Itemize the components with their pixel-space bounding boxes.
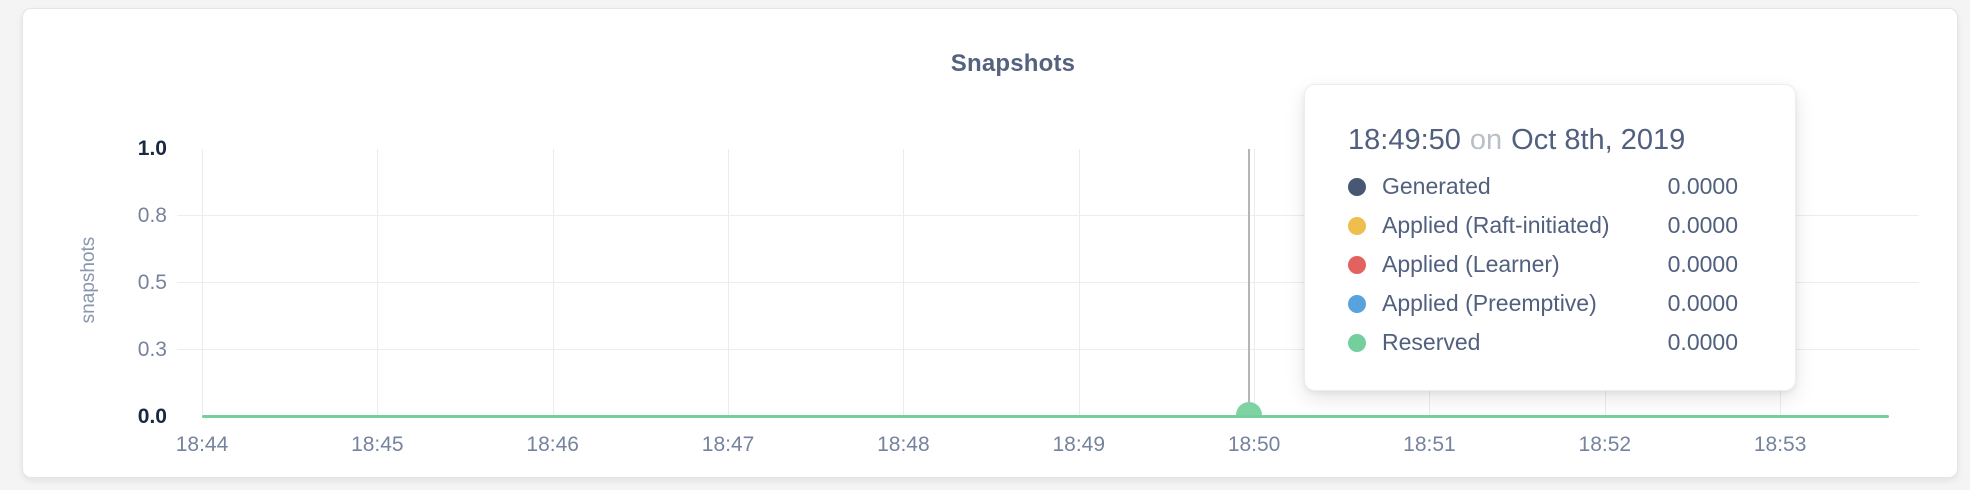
- tooltip-time: 18:49:50: [1348, 124, 1461, 156]
- gridline-v: [728, 148, 730, 417]
- x-tick-label: 18:47: [701, 433, 755, 456]
- series-value: 0.0000: [1667, 173, 1738, 199]
- chart-title: Snapshots: [950, 50, 1076, 77]
- hover-tooltip: 18:49:50 on Oct 8th, 2019 Generated 0.0000 A…: [1304, 84, 1796, 391]
- y-tick-label: 1.0: [137, 136, 167, 160]
- chart-card: Snapshots snapshots 0.0 0.3 0.5 0.8 1.0 18:44…: [22, 8, 1958, 478]
- series-color-dot: [1348, 294, 1366, 313]
- series-color-dot: [1348, 255, 1366, 274]
- y-tick-label: 0.8: [137, 203, 167, 227]
- series-value: 0.0000: [1667, 212, 1738, 238]
- gridline-v: [903, 148, 905, 417]
- x-tick-label: 18:48: [877, 433, 930, 456]
- series-label: Reserved: [1382, 329, 1481, 355]
- hover-data-point: [1236, 401, 1262, 415]
- tooltip-row: Applied (Raft-initiated) 0.0000: [1348, 206, 1738, 245]
- series-color-dot: [1348, 216, 1366, 235]
- x-tick-label: 18:52: [1578, 433, 1632, 456]
- x-tick-label: 18:53: [1753, 433, 1807, 456]
- tooltip-row: Reserved 0.0000: [1348, 323, 1738, 362]
- data-line-reserved: [202, 414, 1889, 418]
- x-tick-label: 18:49: [1052, 433, 1106, 456]
- x-tick-label: 18:51: [1403, 433, 1456, 456]
- series-color-dot: [1348, 177, 1366, 196]
- x-tick-label: 18:44: [175, 433, 229, 456]
- gridline-h: [177, 349, 1919, 350]
- gridline-v: [377, 148, 379, 417]
- series-value: 0.0000: [1667, 251, 1738, 277]
- x-tick-label: 18:46: [526, 433, 579, 456]
- tooltip-conjunction: on: [1469, 124, 1503, 156]
- gridline-v: [1078, 148, 1080, 417]
- tooltip-row: Generated 0.0000: [1348, 167, 1738, 206]
- series-color-dot: [1348, 333, 1366, 352]
- series-label: Applied (Raft-initiated): [1382, 212, 1610, 238]
- y-tick-label: 0.3: [137, 337, 167, 361]
- gridline-h: [177, 282, 1919, 283]
- tooltip-date: Oct 8th, 2019: [1511, 124, 1686, 156]
- tooltip-row: Applied (Preemptive) 0.0000: [1348, 284, 1738, 323]
- tooltip-header: 18:49:50 on Oct 8th, 2019: [1348, 123, 1738, 157]
- hover-crosshair: [1248, 149, 1250, 417]
- gridline-v: [552, 148, 554, 417]
- series-value: 0.0000: [1667, 329, 1738, 355]
- tooltip-legend: Generated 0.0000 Applied (Raft-initiated) 0…: [1348, 167, 1738, 362]
- gridline-h: [177, 215, 1919, 216]
- y-tick-label: 0.5: [137, 270, 167, 294]
- series-label: Applied (Preemptive): [1382, 290, 1597, 316]
- y-tick-label: 0.0: [137, 404, 167, 428]
- x-tick-label: 18:45: [351, 433, 404, 456]
- gridline-v: [202, 148, 203, 417]
- series-value: 0.0000: [1667, 290, 1738, 316]
- tooltip-row: Applied (Learner) 0.0000: [1348, 245, 1738, 284]
- x-tick-label: 18:50: [1227, 433, 1281, 456]
- series-label: Applied (Learner): [1382, 251, 1560, 277]
- gridline-v: [1254, 148, 1256, 417]
- series-label: Generated: [1382, 173, 1491, 199]
